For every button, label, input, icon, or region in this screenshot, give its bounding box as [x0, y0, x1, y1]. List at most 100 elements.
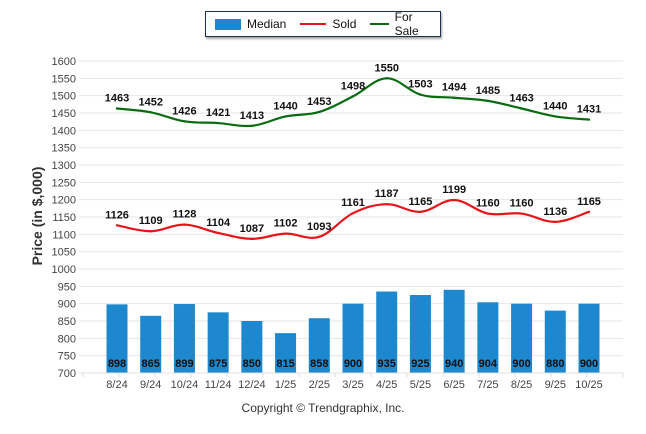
- sold-point: [554, 220, 557, 224]
- median-bar: [443, 289, 465, 373]
- y-tick-label: 850: [58, 316, 76, 328]
- median-bar-label: 858: [310, 358, 328, 370]
- median-bar: [207, 312, 229, 373]
- y-tick-label: 1150: [52, 212, 76, 224]
- legend-label-sold: Sold: [332, 17, 357, 31]
- y-tick-label: 1600: [52, 56, 76, 68]
- y-tick-label: 950: [58, 281, 76, 293]
- x-tick-label: 7/25: [477, 379, 498, 391]
- sold-data-label: 1087: [240, 223, 264, 235]
- for-sale-point: [554, 115, 557, 118]
- for-sale-data-label: 1503: [408, 79, 432, 91]
- sold-point: [183, 223, 186, 226]
- for-sale-data-label: 1440: [273, 100, 297, 112]
- for-sale-point: [520, 107, 523, 110]
- data-labels: 898 865 899 875 850 815 858 900 935 925 940 904 900 8…: [105, 62, 601, 370]
- sold-data-label: 1187: [375, 188, 399, 200]
- sold-data-label: 1102: [274, 218, 298, 230]
- median-bar: [544, 310, 566, 373]
- for-sale-data-label: 1463: [509, 92, 533, 104]
- for-sale-data-label: 1426: [172, 105, 196, 117]
- legend-swatch-sold: [300, 23, 327, 25]
- median-bar: [342, 303, 364, 373]
- median-bar-label: 925: [411, 358, 429, 370]
- sold-point: [149, 230, 152, 233]
- median-bar: [376, 291, 398, 373]
- y-tick-label: 1000: [52, 264, 76, 276]
- x-axis: 8/24 9/24 10/24 11/24 12/24 1/25 2/25 3/25 4/25 5…: [82, 372, 624, 391]
- median-bar: [308, 318, 330, 373]
- legend-item-sold[interactable]: Sold: [300, 17, 356, 31]
- for-sale-data-label: 1485: [476, 85, 500, 97]
- sold-point: [452, 198, 456, 202]
- for-sale-point: [216, 121, 220, 125]
- sold-point: [284, 232, 287, 235]
- y-axis: 700 750 800 850 900 950 1000 1050 1100 1150 1200 12…: [52, 56, 76, 380]
- for-sale-point: [587, 118, 591, 121]
- for-sale-data-label: 1550: [374, 62, 398, 74]
- median-bar-label: 900: [580, 358, 598, 370]
- median-bar-label: 935: [378, 358, 396, 370]
- for-sale-data-label: 1421: [206, 107, 230, 119]
- sold-data-label: 1126: [105, 209, 129, 221]
- x-tick-label: 6/25: [443, 379, 464, 391]
- sold-point: [520, 212, 523, 215]
- sold-data-label: 1160: [476, 198, 500, 210]
- x-tick-label: 9/24: [140, 379, 161, 391]
- sold-data-label: 1165: [408, 196, 432, 208]
- sold-point: [115, 224, 119, 227]
- y-tick-label: 750: [58, 351, 76, 363]
- sold-point: [486, 212, 490, 215]
- median-bar: [241, 321, 263, 373]
- for-sale-point: [115, 107, 119, 110]
- sold-point: [419, 210, 422, 213]
- sold-point: [250, 237, 254, 241]
- median-bars: [106, 289, 600, 373]
- median-bar: [409, 295, 431, 373]
- y-tick-label: 700: [58, 368, 76, 380]
- sold-data-label: 1165: [577, 196, 601, 208]
- sold-data-label: 1109: [139, 215, 163, 227]
- for-sale-point: [385, 77, 388, 80]
- x-tick-label: 4/25: [376, 379, 397, 391]
- x-tick-label: 10/25: [575, 379, 603, 391]
- median-bar-label: 940: [445, 358, 463, 370]
- y-axis-label: Price (in $,000): [29, 167, 45, 266]
- for-sale-point: [183, 120, 186, 123]
- legend-item-median[interactable]: Median: [215, 17, 286, 31]
- sold-data-label: 1128: [172, 209, 196, 221]
- sold-data-label: 1160: [510, 198, 534, 210]
- y-tick-label: 1050: [52, 247, 76, 259]
- median-bar-label: 904: [479, 358, 498, 370]
- x-tick-label: 2/25: [309, 379, 330, 391]
- y-tick-label: 1500: [52, 91, 76, 103]
- for-sale-data-label: 1440: [543, 100, 567, 112]
- median-bar-label: 880: [546, 358, 564, 370]
- y-tick-label: 1550: [52, 73, 76, 85]
- legend-item-for-sale[interactable]: For Sale: [370, 10, 426, 38]
- for-sale-point: [318, 110, 321, 114]
- for-sale-point: [149, 111, 152, 114]
- median-bar-label: 900: [344, 358, 362, 370]
- for-sale-data-label: 1463: [105, 92, 129, 104]
- sold-data-label: 1104: [206, 217, 231, 229]
- sold-point: [587, 210, 591, 213]
- x-tick-label: 11/24: [205, 379, 232, 391]
- y-tick-label: 1350: [52, 143, 76, 155]
- for-sale-point: [284, 115, 287, 118]
- sold-data-label: 1199: [442, 184, 466, 196]
- median-bar: [106, 304, 128, 373]
- y-tick-label: 1100: [52, 229, 76, 241]
- for-sale-point: [452, 96, 456, 99]
- x-tick-label: 8/24: [106, 379, 127, 391]
- sold-point: [385, 202, 388, 206]
- y-tick-label: 1450: [52, 108, 76, 120]
- legend-swatch-median: [215, 18, 241, 30]
- median-bar: [275, 333, 297, 373]
- series-lines: [115, 77, 591, 241]
- for-sale-data-label: 1453: [307, 96, 331, 108]
- for-sale-data-label: 1452: [138, 96, 162, 108]
- y-tick-label: 1400: [52, 125, 76, 137]
- y-tick-label: 1250: [52, 177, 76, 189]
